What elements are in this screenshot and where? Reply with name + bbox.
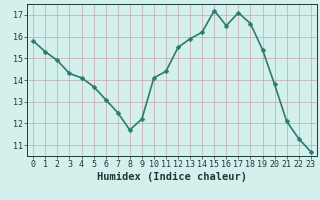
X-axis label: Humidex (Indice chaleur): Humidex (Indice chaleur) [97, 172, 247, 182]
